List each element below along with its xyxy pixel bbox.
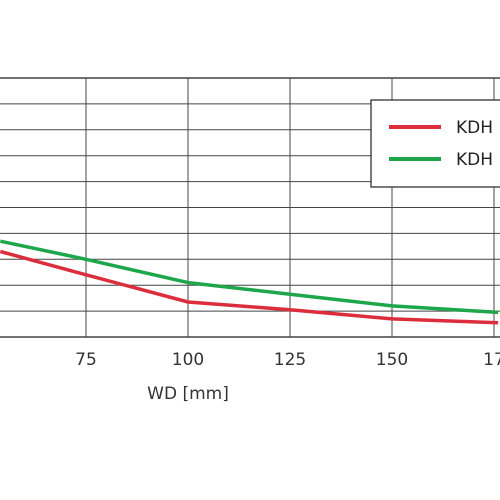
x-tick-label: 75 bbox=[75, 350, 97, 370]
legend-label-red: KDH bbox=[456, 118, 493, 138]
legend-label-green: KDH bbox=[456, 150, 493, 170]
x-tick-label: 150 bbox=[376, 350, 408, 370]
x-tick-label: 17 bbox=[483, 350, 500, 370]
x-tick-label: 100 bbox=[172, 350, 204, 370]
series-line-red bbox=[0, 249, 499, 325]
series-lines bbox=[0, 239, 499, 325]
legend: KDH KDH bbox=[370, 99, 500, 188]
x-tick-label: 125 bbox=[274, 350, 306, 370]
x-tick-labels: 75 100 125 150 17 bbox=[75, 350, 500, 370]
x-axis-title: WD [mm] bbox=[147, 384, 229, 404]
series-line-green bbox=[0, 239, 499, 315]
legend-box bbox=[370, 99, 500, 188]
